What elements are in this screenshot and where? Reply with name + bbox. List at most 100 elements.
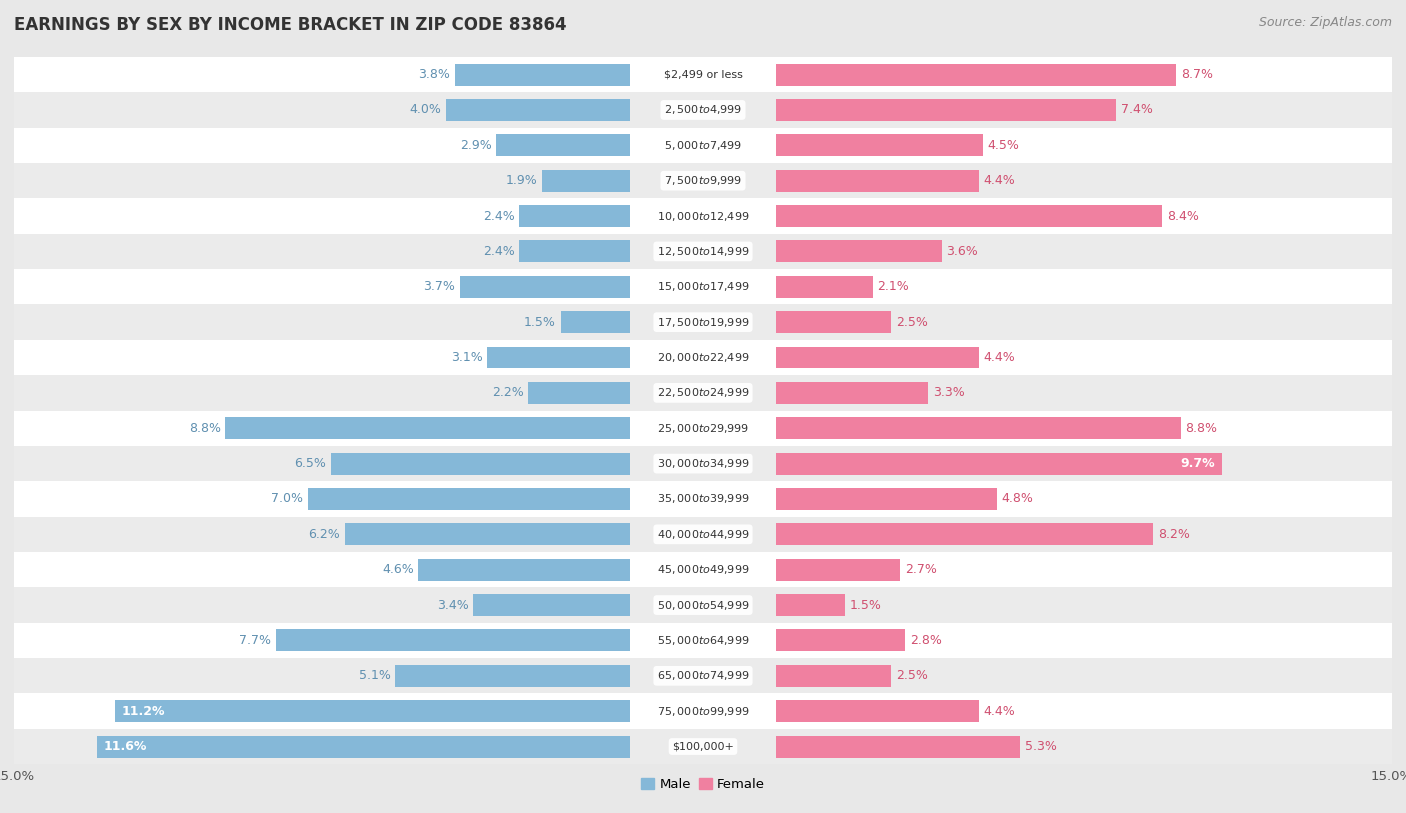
Text: 11.2%: 11.2% [122,705,166,718]
Bar [776,417,1181,439]
Text: 7.0%: 7.0% [271,493,304,506]
Text: 2.7%: 2.7% [905,563,936,576]
Text: 3.6%: 3.6% [946,245,979,258]
Bar [776,134,983,156]
Bar [460,276,630,298]
Text: 5.3%: 5.3% [1025,740,1056,753]
Text: 11.6%: 11.6% [104,740,148,753]
Bar [776,99,1116,121]
Text: 2.9%: 2.9% [460,139,492,152]
Text: $2,500 to $4,999: $2,500 to $4,999 [664,103,742,116]
Text: $2,499 or less: $2,499 or less [664,70,742,80]
Text: 4.4%: 4.4% [983,351,1015,364]
Text: $75,000 to $99,999: $75,000 to $99,999 [657,705,749,718]
Bar [776,700,979,722]
Text: 4.8%: 4.8% [1001,493,1033,506]
Bar [14,376,1392,411]
Text: 8.8%: 8.8% [188,422,221,435]
Text: $65,000 to $74,999: $65,000 to $74,999 [657,669,749,682]
Bar [14,269,1392,304]
Bar [776,382,928,404]
Text: $30,000 to $34,999: $30,000 to $34,999 [657,457,749,470]
Bar [395,665,630,687]
Text: 8.4%: 8.4% [1167,210,1199,223]
Text: 2.4%: 2.4% [482,210,515,223]
Text: 5.1%: 5.1% [359,669,391,682]
Bar [776,63,1175,85]
Bar [14,693,1392,729]
Bar [446,99,630,121]
Bar [474,594,630,616]
Text: EARNINGS BY SEX BY INCOME BRACKET IN ZIP CODE 83864: EARNINGS BY SEX BY INCOME BRACKET IN ZIP… [14,16,567,34]
Text: 9.7%: 9.7% [1181,457,1215,470]
Bar [776,736,1019,758]
Bar [776,170,979,192]
Bar [14,587,1392,623]
Text: $12,500 to $14,999: $12,500 to $14,999 [657,245,749,258]
Text: 3.8%: 3.8% [419,68,450,81]
Text: 4.6%: 4.6% [382,563,413,576]
Text: $20,000 to $22,499: $20,000 to $22,499 [657,351,749,364]
Text: 2.4%: 2.4% [482,245,515,258]
Bar [418,559,630,580]
Bar [776,241,942,263]
Text: 2.5%: 2.5% [896,315,928,328]
Bar [14,340,1392,375]
Text: $25,000 to $29,999: $25,000 to $29,999 [657,422,749,435]
Bar [14,552,1392,587]
Text: 2.5%: 2.5% [896,669,928,682]
Bar [496,134,630,156]
Bar [14,729,1392,764]
Text: $15,000 to $17,499: $15,000 to $17,499 [657,280,749,293]
Bar [14,163,1392,198]
Bar [776,524,1153,546]
Text: $35,000 to $39,999: $35,000 to $39,999 [657,493,749,506]
Bar [276,629,630,651]
Legend: Male, Female: Male, Female [636,773,770,797]
Text: 7.7%: 7.7% [239,634,271,647]
Text: 6.2%: 6.2% [308,528,340,541]
Bar [519,241,630,263]
Bar [776,205,1163,227]
Text: 3.7%: 3.7% [423,280,456,293]
Bar [14,198,1392,234]
Text: $22,500 to $24,999: $22,500 to $24,999 [657,386,749,399]
Bar [776,594,845,616]
Text: $55,000 to $64,999: $55,000 to $64,999 [657,634,749,647]
Text: 4.4%: 4.4% [983,705,1015,718]
Bar [776,453,1222,475]
Bar [486,346,630,368]
Bar [14,411,1392,446]
Bar [225,417,630,439]
Bar [14,481,1392,517]
Text: Source: ZipAtlas.com: Source: ZipAtlas.com [1258,16,1392,29]
Text: 4.0%: 4.0% [409,103,441,116]
Text: 1.5%: 1.5% [524,315,555,328]
Bar [344,524,630,546]
Text: 6.5%: 6.5% [294,457,326,470]
Bar [561,311,630,333]
Bar [115,700,630,722]
Text: 3.4%: 3.4% [437,598,468,611]
Text: $7,500 to $9,999: $7,500 to $9,999 [664,174,742,187]
Bar [14,659,1392,693]
Bar [776,276,873,298]
Bar [456,63,630,85]
Bar [529,382,630,404]
Bar [14,517,1392,552]
Text: 1.5%: 1.5% [851,598,882,611]
Text: $45,000 to $49,999: $45,000 to $49,999 [657,563,749,576]
Text: 2.2%: 2.2% [492,386,524,399]
Bar [14,57,1392,92]
Bar [543,170,630,192]
Text: 4.5%: 4.5% [988,139,1019,152]
Text: 3.1%: 3.1% [451,351,482,364]
Text: 7.4%: 7.4% [1121,103,1153,116]
Text: $50,000 to $54,999: $50,000 to $54,999 [657,598,749,611]
Text: 8.2%: 8.2% [1157,528,1189,541]
Text: $10,000 to $12,499: $10,000 to $12,499 [657,210,749,223]
Bar [14,623,1392,659]
Bar [776,665,891,687]
Bar [14,128,1392,163]
Bar [14,304,1392,340]
